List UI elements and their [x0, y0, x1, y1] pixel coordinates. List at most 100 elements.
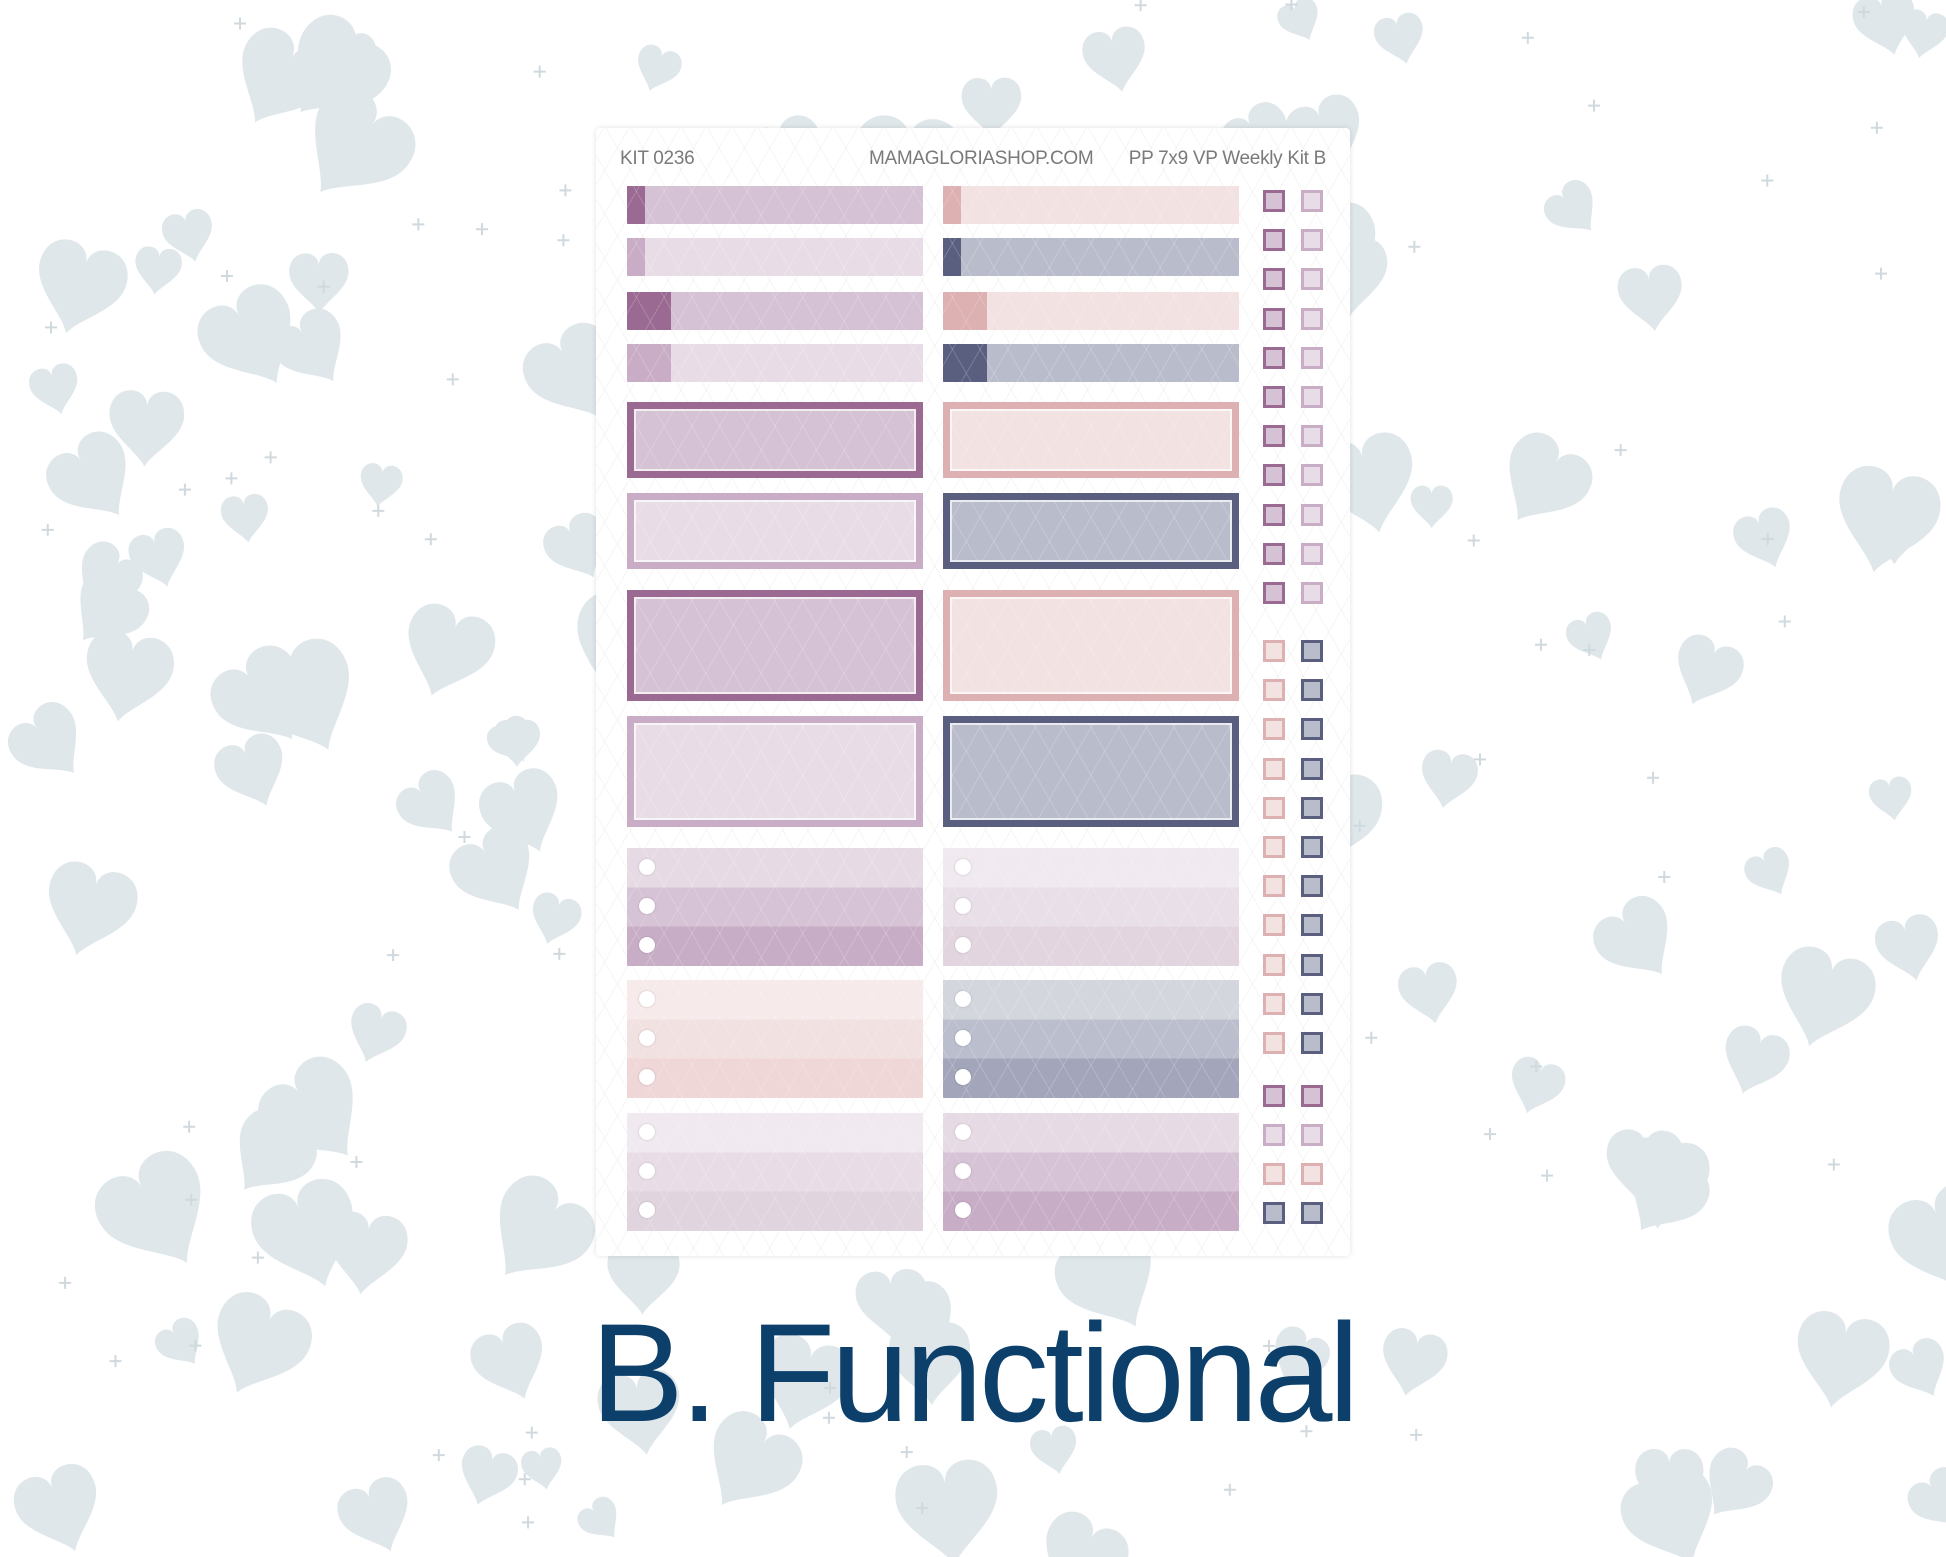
- plus-icon: [1761, 174, 1774, 187]
- checkbox-circle-icon: [639, 1030, 655, 1046]
- heart-icon: [1889, 1338, 1944, 1397]
- side-tab-bar-sticker: [627, 344, 923, 382]
- checkbox-circle-icon: [955, 898, 971, 914]
- checkbox-circle-icon: [955, 1202, 971, 1218]
- plus-icon: [183, 1120, 196, 1133]
- heart-icon: [1082, 26, 1145, 92]
- plus-icon: [1541, 1169, 1554, 1182]
- heart-icon: [94, 1150, 201, 1263]
- checkbox-icon: [1301, 992, 1323, 1015]
- plus-icon: [1647, 771, 1660, 784]
- plus-icon: [1827, 1158, 1840, 1171]
- heart-icon: [1398, 962, 1457, 1024]
- checkbox-icon: [1263, 679, 1285, 702]
- heart-icon: [48, 861, 138, 956]
- side-tab-bar-sticker: [943, 238, 1239, 276]
- heart-icon: [327, 1211, 408, 1295]
- checkbox-circle-icon: [955, 1030, 971, 1046]
- heart-icon: [961, 77, 1022, 139]
- heart-icon: [155, 1317, 199, 1364]
- plus-icon: [553, 947, 566, 960]
- checklist-sticker: [627, 980, 923, 1098]
- heart-icon: [1509, 432, 1593, 521]
- heart-icon: [638, 44, 682, 91]
- plus-icon: [533, 65, 546, 78]
- heart-icon: [396, 770, 455, 832]
- plus-icon: [432, 1449, 445, 1462]
- heart-icon: [1733, 507, 1790, 568]
- checkbox-circle-icon: [639, 1202, 655, 1218]
- heart-icon: [242, 27, 332, 123]
- plus-icon: [1614, 444, 1627, 457]
- heart-icon: [81, 541, 143, 606]
- checkbox-icon: [1301, 914, 1323, 937]
- checkbox-icon: [1263, 386, 1285, 408]
- plus-icon: [45, 321, 58, 334]
- plus-icon: [1583, 644, 1596, 657]
- heart-icon: [1902, 9, 1946, 59]
- heart-icon: [39, 239, 128, 334]
- plus-icon: [1534, 638, 1547, 651]
- plus-icon: [350, 1155, 363, 1168]
- checkbox-icon: [1301, 953, 1323, 976]
- kit-title: B. Functional: [590, 1294, 1359, 1451]
- heart-icon: [1635, 1449, 1704, 1519]
- checkbox-icon: [1263, 1202, 1285, 1224]
- heart-icon: [1565, 611, 1611, 660]
- plus-icon: [1408, 240, 1421, 253]
- heart-icon: [1046, 1511, 1129, 1557]
- plus-icon: [225, 472, 238, 485]
- checkbox-icon: [1301, 464, 1323, 487]
- checkbox-icon: [1263, 229, 1285, 252]
- heart-icon: [408, 603, 496, 696]
- heart-icon: [1422, 749, 1478, 809]
- heart-icon: [214, 733, 283, 806]
- framed-box-sticker: [943, 716, 1239, 827]
- plus-icon: [1521, 31, 1534, 44]
- plus-icon: [525, 1426, 538, 1439]
- checkbox-circle-icon: [639, 1163, 655, 1179]
- heart-icon: [337, 1477, 408, 1552]
- heart-icon: [351, 1003, 407, 1062]
- plus-icon: [1473, 753, 1486, 766]
- framed-box-sticker: [627, 402, 923, 478]
- heart-icon: [1512, 1056, 1566, 1114]
- heart-icon: [1839, 465, 1941, 573]
- checkbox-icon: [1263, 914, 1285, 937]
- checkbox-icon: [1301, 307, 1323, 330]
- plus-icon: [424, 533, 437, 546]
- checklist-sticker: [943, 848, 1239, 966]
- heart-icon: [13, 1464, 97, 1552]
- framed-box-sticker: [943, 590, 1239, 701]
- plus-icon: [109, 1355, 122, 1368]
- heart-icon: [449, 825, 530, 911]
- checkbox-icon: [1301, 1202, 1323, 1224]
- checkbox-icon: [1263, 875, 1285, 898]
- plus-icon: [264, 451, 277, 464]
- heart-icon: [251, 1178, 353, 1287]
- heart-icon: [499, 1175, 595, 1276]
- plus-icon: [1778, 615, 1791, 628]
- heart-icon: [109, 390, 185, 467]
- checkbox-circle-icon: [639, 859, 655, 875]
- heart-icon: [1030, 1425, 1077, 1475]
- plus-icon: [1483, 1128, 1496, 1141]
- plus-icon: [1134, 0, 1147, 12]
- framed-box-sticker: [943, 402, 1239, 478]
- checkbox-circle-icon: [639, 1124, 655, 1140]
- heart-icon: [522, 322, 612, 418]
- checkbox-circle-icon: [955, 1124, 971, 1140]
- plus-icon: [557, 234, 570, 247]
- checkbox-icon: [1301, 679, 1323, 702]
- checkbox-icon: [1301, 796, 1323, 819]
- heart-icon: [239, 1108, 317, 1190]
- checkbox-circle-icon: [639, 898, 655, 914]
- plus-icon: [41, 523, 54, 536]
- plus-icon: [1300, 1425, 1313, 1438]
- heart-icon: [577, 1496, 617, 1538]
- framed-box-sticker: [943, 493, 1239, 569]
- shop-url-label: MAMAGLORIASHOP.COM: [869, 148, 1094, 169]
- plus-icon: [1530, 1060, 1543, 1073]
- checkbox-icon: [1263, 1085, 1285, 1107]
- heart-icon: [1907, 1467, 1946, 1526]
